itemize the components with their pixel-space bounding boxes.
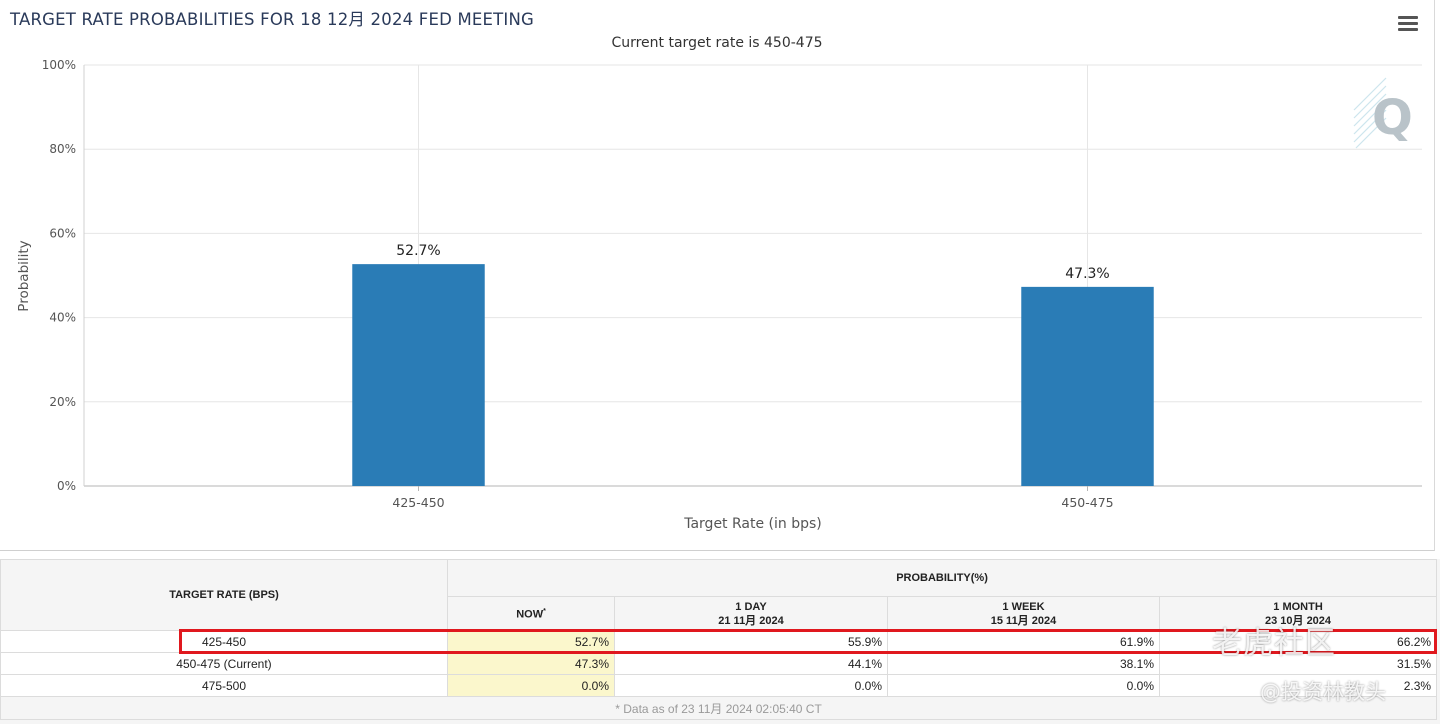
bar-data-label: 52.7% [396, 243, 440, 259]
table-row: 475-500 0.0% 0.0% 0.0% 2.3% [0, 674, 1438, 697]
y-tick-label: 100% [42, 58, 76, 72]
logo-q-icon: Q [1353, 77, 1413, 149]
table-row: 425-450 52.7% 55.9% 61.9% 66.2% [0, 630, 1438, 653]
col-header-now: NOW* [447, 596, 615, 631]
target-rate-header: TARGET RATE (BPS) [0, 559, 448, 631]
col-header-1-day: 1 DAY 21 11月 2024 [614, 596, 888, 631]
y-tick-label: 40% [49, 311, 76, 325]
row-rate: 425-450 [0, 630, 448, 653]
col-header-1-month: 1 MONTH 23 10月 2024 [1158, 596, 1438, 631]
cell-1-month: 31.5% [1158, 652, 1438, 675]
y-tick-label: 80% [49, 142, 76, 156]
probability-table: TARGET RATE (BPS) PROBABILITY(%) NOW* 1 … [0, 559, 1438, 720]
y-tick-label: 0% [57, 479, 76, 493]
chart-panel: TARGET RATE PROBABILITIES FOR 18 12月 202… [0, 0, 1435, 551]
y-tick-label: 60% [49, 226, 76, 240]
table-row: 450-475 (Current) 47.3% 44.1% 38.1% 31.5… [0, 652, 1438, 675]
cell-1-day: 44.1% [614, 652, 888, 675]
bar-data-label: 47.3% [1065, 266, 1109, 282]
cell-1-week: 61.9% [887, 630, 1160, 653]
cell-now: 52.7% [447, 630, 615, 653]
cell-1-week: 0.0% [887, 674, 1160, 697]
cell-1-month: 2.3% [1158, 674, 1438, 697]
row-rate: 450-475 (Current) [0, 652, 448, 675]
x-axis-title: Target Rate (in bps) [683, 516, 822, 532]
data-timestamp-note: * Data as of 23 11月 2024 02:05:40 CT [0, 696, 1438, 720]
svg-text:Q: Q [1372, 90, 1413, 146]
probability-table-panel: TARGET RATE (BPS) PROBABILITY(%) NOW* 1 … [0, 559, 1440, 724]
probability-header: PROBABILITY(%) [446, 559, 1438, 597]
hamburger-menu-icon[interactable] [1398, 16, 1418, 34]
x-tick-label: 450-475 [1061, 495, 1113, 510]
cell-now: 47.3% [447, 652, 615, 675]
cell-1-day: 0.0% [614, 674, 888, 697]
bar [1021, 286, 1154, 486]
bar-chart: 0% 20% 40% 60% 80% 100% 425-450 450-475 52.7% 47… [16, 58, 1422, 532]
row-rate: 475-500 [0, 674, 448, 697]
col-header-1-week: 1 WEEK 15 11月 2024 [887, 596, 1160, 631]
y-tick-label: 20% [49, 395, 76, 409]
chart-title: TARGET RATE PROBABILITIES FOR 18 12月 202… [10, 10, 535, 29]
bar [352, 264, 485, 486]
y-axis-title: Probability [16, 240, 32, 311]
x-tick-label: 425-450 [392, 495, 444, 510]
cell-now: 0.0% [447, 674, 615, 697]
cell-1-month: 66.2% [1158, 630, 1438, 653]
cell-1-week: 38.1% [887, 652, 1160, 675]
cell-1-day: 55.9% [614, 630, 888, 653]
chart-subtitle: Current target rate is 450-475 [611, 35, 823, 51]
